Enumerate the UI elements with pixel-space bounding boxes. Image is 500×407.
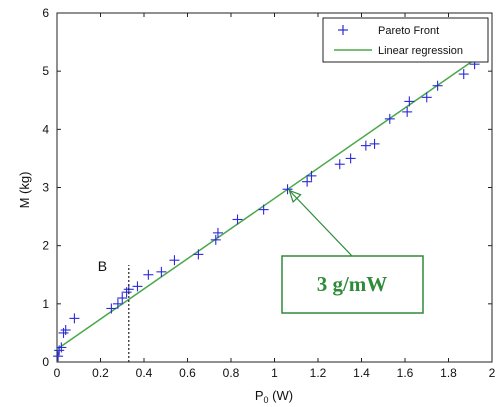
x-tick-label: 0.8 [223, 366, 240, 380]
data-point [369, 138, 380, 149]
data-point [156, 266, 167, 277]
regression-line [56, 56, 480, 350]
legend: Pareto Front Linear regression [322, 17, 489, 63]
x-tick-label: 0.6 [179, 366, 196, 380]
data-point [432, 80, 443, 91]
legend-box [322, 17, 489, 63]
x-tick-label: 0.4 [136, 366, 153, 380]
x-tick-label: 1.2 [310, 366, 327, 380]
x-axis-title: P0 (W) [255, 388, 293, 405]
data-point [117, 293, 128, 304]
x-tick-label: 1.4 [353, 366, 370, 380]
plot-background [57, 13, 492, 362]
data-point [53, 351, 64, 362]
x-axis-ticks: 0 0.2 0.4 0.6 0.8 1 1.2 1.4 1.6 1.8 2 [54, 13, 496, 380]
data-point [112, 298, 123, 309]
y-tick-label: 3 [42, 181, 49, 195]
y-axis-title: M (kg) [17, 172, 32, 209]
data-point [210, 234, 221, 245]
callout-arrowhead [288, 189, 302, 204]
data-point [404, 96, 415, 107]
data-point [384, 113, 395, 124]
point-b-label: B [98, 258, 107, 274]
data-point [334, 159, 345, 170]
x-tick-label: 0 [54, 366, 61, 380]
callout-box [281, 255, 424, 314]
data-point [232, 214, 243, 225]
y-tick-label: 1 [42, 297, 49, 311]
x-tick-label: 1.8 [440, 366, 457, 380]
data-point [193, 249, 204, 260]
legend-marker-pareto [338, 25, 348, 35]
x-tick-label: 0.2 [92, 366, 109, 380]
pareto-points [53, 59, 480, 362]
data-point [258, 204, 269, 215]
callout-arrow [288, 190, 353, 257]
legend-label-regression: Linear regression [378, 45, 463, 57]
y-tick-label: 4 [42, 122, 49, 136]
data-point [360, 140, 371, 151]
data-point [143, 269, 154, 280]
x-tick-label: 2 [489, 366, 496, 380]
y-tick-label: 2 [42, 239, 49, 253]
data-point [421, 92, 432, 103]
data-point [402, 106, 413, 117]
callout-text: 3 g/mW [317, 272, 388, 296]
data-point [69, 313, 80, 324]
data-point [56, 342, 67, 353]
data-point [60, 325, 71, 336]
data-point [132, 281, 143, 292]
data-point [306, 170, 317, 181]
data-point [458, 69, 469, 80]
legend-label-pareto: Pareto Front [378, 25, 439, 37]
x-tick-label: 1 [271, 366, 278, 380]
x-tick-label: 1.6 [397, 366, 414, 380]
y-tick-label: 6 [42, 6, 49, 20]
y-axis-ticks: 0 1 2 3 4 5 6 [42, 6, 492, 369]
data-point [282, 184, 293, 195]
data-point [345, 153, 356, 164]
y-tick-label: 5 [42, 64, 49, 78]
data-point [169, 255, 180, 266]
data-point [302, 176, 313, 187]
y-tick-label: 0 [42, 355, 49, 369]
data-point [106, 303, 117, 314]
data-point [212, 227, 223, 238]
